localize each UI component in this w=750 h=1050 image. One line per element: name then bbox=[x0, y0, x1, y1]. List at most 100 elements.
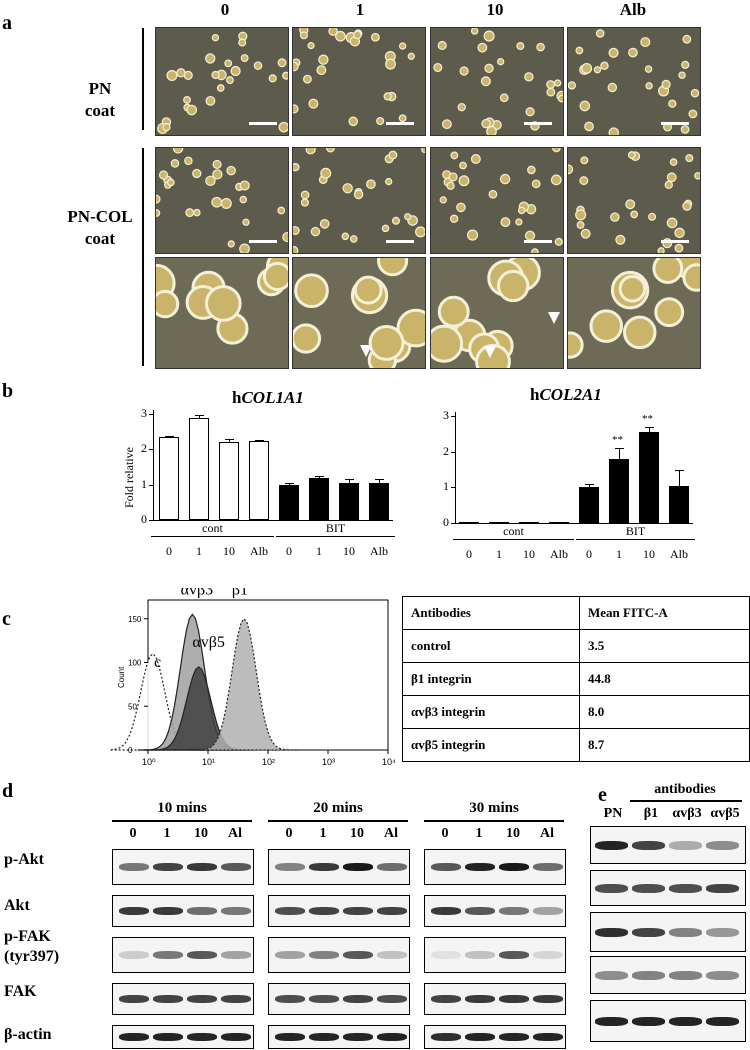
cell bbox=[554, 237, 563, 246]
bar bbox=[309, 477, 329, 520]
cell bbox=[486, 126, 497, 135]
cell bbox=[579, 100, 591, 112]
blot-band bbox=[343, 1033, 373, 1041]
cell bbox=[628, 47, 638, 58]
bar bbox=[549, 522, 569, 523]
x-baseline bbox=[455, 523, 693, 524]
cell bbox=[318, 54, 329, 65]
error-cap bbox=[285, 483, 294, 485]
cell bbox=[480, 76, 491, 87]
time-header: 30 mins bbox=[469, 800, 519, 816]
x-tick-label: Alb bbox=[550, 547, 568, 561]
scale-bar bbox=[524, 122, 552, 125]
table-cell: αvβ5 integrin bbox=[402, 728, 580, 762]
x-tick-label: 10¹ bbox=[202, 757, 215, 767]
cell bbox=[457, 102, 466, 112]
cell bbox=[546, 87, 556, 97]
error-bar bbox=[229, 438, 230, 443]
table-cell: 8.7 bbox=[579, 728, 750, 762]
cell bbox=[335, 30, 346, 42]
bar bbox=[579, 487, 599, 523]
cell bbox=[690, 88, 700, 98]
table-cell: 3.5 bbox=[579, 629, 750, 663]
cell bbox=[226, 165, 236, 176]
col-header-10: 10 bbox=[486, 0, 504, 19]
flow-histogram: cαvβ3αvβ5β110⁰10¹10²10³10⁴050100150FITC-… bbox=[110, 588, 396, 767]
lane-label: 10 bbox=[506, 826, 520, 841]
blot-strip bbox=[268, 1025, 410, 1049]
micrograph-svg bbox=[568, 28, 700, 135]
bar bbox=[219, 442, 239, 520]
cell bbox=[575, 209, 587, 221]
cell bbox=[668, 99, 677, 108]
blot-strip bbox=[424, 983, 566, 1015]
cell bbox=[645, 82, 653, 90]
arrowhead-icon bbox=[484, 346, 496, 358]
blot-band bbox=[499, 951, 529, 959]
blot-band bbox=[377, 995, 407, 1003]
chart1-ylabel: Fold relative bbox=[122, 447, 136, 508]
cell bbox=[205, 175, 216, 187]
arrowhead-icon bbox=[360, 345, 372, 357]
cell bbox=[216, 84, 225, 92]
micrograph-image bbox=[155, 257, 289, 369]
blot-band bbox=[221, 863, 251, 871]
panel-b-letter: b bbox=[2, 380, 14, 402]
y-tick-mark bbox=[149, 484, 153, 486]
cell bbox=[391, 216, 400, 225]
blot-strip bbox=[590, 826, 746, 864]
cell bbox=[622, 315, 657, 350]
blot-strip bbox=[112, 895, 254, 927]
scale-bar bbox=[249, 240, 277, 243]
cell bbox=[525, 107, 535, 117]
group-line-cont bbox=[151, 536, 274, 537]
cell bbox=[499, 173, 511, 185]
micrograph-svg bbox=[293, 258, 425, 368]
micrograph-bg bbox=[568, 28, 700, 135]
blot-band bbox=[309, 995, 339, 1003]
y-tick-label: 1 bbox=[141, 476, 147, 491]
blot-band bbox=[119, 1033, 149, 1041]
antibodies-underline bbox=[630, 800, 742, 802]
blot-band bbox=[431, 1033, 461, 1041]
chart1-title-gene: COL1A1 bbox=[241, 388, 304, 407]
cell bbox=[415, 226, 425, 238]
cell bbox=[192, 168, 202, 179]
blot-band bbox=[309, 863, 339, 871]
blot-row-label: (tyr397) bbox=[4, 948, 60, 965]
cell bbox=[383, 92, 392, 101]
blot-band bbox=[533, 907, 563, 915]
time-header: 10 mins bbox=[157, 800, 207, 816]
bar bbox=[489, 522, 509, 523]
cell bbox=[654, 297, 685, 328]
lane-label: 1 bbox=[163, 826, 171, 841]
table-row: αvβ5 integrin 8.7 bbox=[402, 728, 750, 762]
cell bbox=[398, 114, 407, 123]
micrograph-image bbox=[155, 27, 289, 136]
y-tick-label: 2 bbox=[443, 443, 449, 458]
lane-label: 0 bbox=[441, 826, 449, 841]
bar bbox=[519, 522, 539, 523]
cell bbox=[477, 42, 488, 53]
cell bbox=[441, 119, 452, 130]
blot-band bbox=[275, 951, 305, 959]
cell bbox=[484, 63, 494, 74]
cell bbox=[224, 59, 233, 68]
blot-band bbox=[275, 863, 305, 871]
x-tick-label: 10⁰ bbox=[142, 757, 156, 767]
cell bbox=[661, 79, 671, 90]
cell bbox=[694, 172, 700, 180]
blot-band bbox=[595, 928, 628, 937]
error-cap bbox=[615, 448, 624, 450]
cell bbox=[277, 206, 286, 215]
cell bbox=[666, 172, 677, 183]
blot-band bbox=[595, 971, 628, 980]
cell bbox=[370, 32, 380, 42]
cell bbox=[293, 245, 299, 253]
cell bbox=[681, 60, 690, 69]
blot-band bbox=[465, 995, 495, 1003]
blot-band bbox=[153, 907, 183, 915]
group-line-bit bbox=[276, 536, 395, 537]
row-label-pncol-coat: PN-COL coat bbox=[50, 206, 150, 250]
micrograph-svg bbox=[431, 148, 563, 253]
